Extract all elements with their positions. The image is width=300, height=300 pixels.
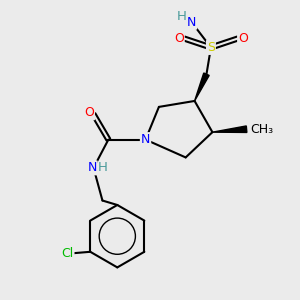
Text: N: N [187,16,196,29]
Text: N: N [141,133,150,146]
Polygon shape [212,126,247,133]
Text: H: H [98,161,108,174]
Text: S: S [207,41,215,54]
Text: Cl: Cl [61,247,74,260]
Text: CH₃: CH₃ [250,123,273,136]
Text: O: O [174,32,184,45]
Text: H: H [177,10,187,23]
Polygon shape [195,73,209,101]
Text: N: N [87,161,97,174]
Text: O: O [238,32,248,45]
Text: O: O [84,106,94,119]
